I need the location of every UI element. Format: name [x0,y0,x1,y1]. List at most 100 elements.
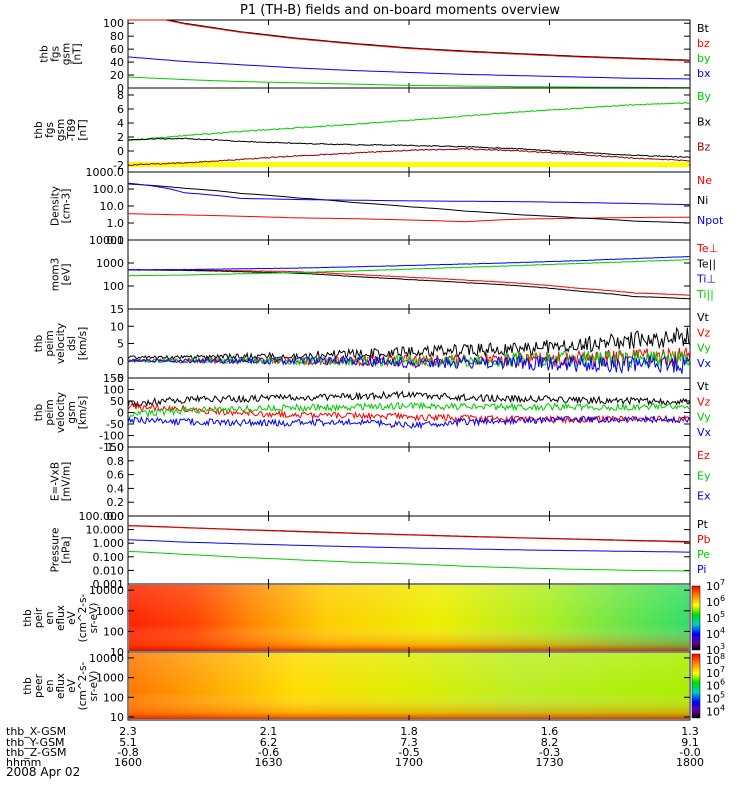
ephemeris-value: -0.0 [679,746,700,759]
y-tick-label: 5 [117,338,124,351]
legend-label: Pe [697,548,710,561]
y-axis-label-line: peim [44,399,56,425]
y-tick-label: 4 [117,117,124,130]
legend-label: By [697,90,712,103]
heatmap-shade [129,653,689,719]
panel-7: 0.00.20.40.60.81.0 E=-VxB [mV/m] Ez Ey Ex [50,441,711,523]
time-tick-label: 1700 [395,756,423,769]
legend-label: Ey [697,469,711,482]
series-line [127,268,691,296]
y-tick-label: 1000 [96,257,124,270]
ephemeris-value: 6.2 [260,736,278,749]
figure-title: P1 (TH-B) fields and on-board moments ov… [240,3,560,18]
y-tick-label: 0.2 [107,496,125,509]
colorbar-tick-exponent: 4 [720,626,725,635]
date-label: 2008 Apr 02 [6,765,80,779]
colorbar-tick-base: 10 [706,596,720,609]
colorbar-tick-label: 107 [706,578,725,593]
legend-label: Vy [697,342,711,355]
y-tick-label: 1.0 [107,217,125,230]
y-tick-label: 1.0 [107,441,125,454]
colorbar-tick-exponent: 7 [720,665,725,674]
legend-label: bx [697,67,711,80]
colorbar-tick-label: 108 [706,652,725,667]
series-line [127,525,691,543]
y-tick-label: 10 [110,646,124,659]
series-line [127,402,691,425]
y-tick-label: 10.000 [86,524,125,537]
y-tick-label: 1000 [96,672,124,685]
panel-frame [127,377,691,448]
colorbar-tick-label: 105 [706,610,725,625]
y-tick-label: 15 [110,303,124,316]
legend-label: Ne [697,174,712,187]
colorbar-tick-label: 103 [706,642,725,657]
colorbar-tick-base: 10 [706,628,720,641]
colorbar-tick-exponent: 3 [720,642,725,651]
series-line [127,326,691,362]
y-tick-label: 100 [103,625,124,638]
series-line [127,401,691,419]
y-tick-label: 10000 [89,652,124,665]
y-axis-label-line: [nT] [77,119,89,140]
y-tick-label: 100.000 [79,510,125,523]
colorbar-tick-label: 106 [706,594,725,609]
y-axis-label-line: (cm^2-s- [77,593,89,642]
y-tick-label: 0.001 [93,578,125,591]
colorbar-tick-base: 10 [706,680,720,693]
y-tick-label: 10000 [89,234,124,247]
legend-label: bz [697,37,710,50]
legend-label: Bz [697,141,711,154]
series-line [127,349,691,369]
y-axis-label-line: [nPa] [61,536,73,563]
y-axis-label-line: -T89 [66,119,78,142]
series-line [127,137,691,158]
legend-label: Vy [697,411,711,424]
y-axis-label-line: thb [39,45,51,63]
ephemeris-value: 5.1 [119,736,137,749]
ephemeris-row-label: thb_Y-GSM [6,736,65,749]
legend-label: Vx [697,426,712,439]
y-tick-label: 0.8 [107,455,125,468]
series-line [127,550,690,572]
ephemeris-row-label: thb_Z-GSM [6,746,66,759]
ephemeris-value: -0.3 [539,746,560,759]
legend-label: Npot [697,214,724,227]
y-tick-label: 0 [117,407,124,420]
y-tick-label: 10.0 [100,200,125,213]
y-tick-label: 50 [110,395,124,408]
colorbar-tick-exponent: 6 [720,594,725,603]
y-axis-label-line: Pressure [50,528,62,573]
y-axis-label-line: E=-VxB [50,462,62,501]
series-line [127,354,691,375]
panel-frame [127,308,691,379]
y-axis-label-line: thb [22,677,34,695]
y-tick-label: -100 [99,430,124,443]
ephemeris-value: 2.3 [119,725,137,738]
colorbar-tick-base: 10 [706,644,720,657]
y-axis-label-line: velocity [55,323,67,364]
colorbar-tick-base: 10 [706,705,720,718]
colorbar-tick-base: 10 [706,612,720,625]
y-tick-label: 100 [103,17,124,30]
heatmap-shade [129,585,689,651]
ephemeris-value: -0.5 [398,746,419,759]
y-tick-label: 6 [117,103,124,116]
quality-flag-band [129,162,689,167]
y-axis-label-line: en [44,679,56,692]
y-tick-label: 40 [110,56,124,69]
ephemeris-block: thb_X-GSM 2.3 2.1 1.8 1.6 1.3 thb_Y-GSM 5.1 6.2 7… [6,725,704,769]
y-tick-label: 150 [103,372,124,385]
legend-label: Te|| [696,257,716,270]
series-line [128,19,691,62]
y-axis-label-line: gsm [55,119,67,141]
y-tick-label: 2 [117,131,124,144]
y-tick-label: 100.0 [93,183,125,196]
y-axis-label-line: en [44,611,56,624]
legend-label: Bt [697,22,710,35]
series-line [127,56,690,80]
y-tick-label: 10 [110,320,124,333]
